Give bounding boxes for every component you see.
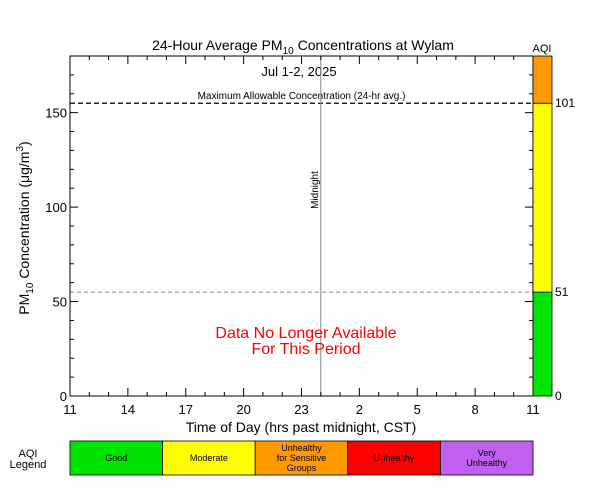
aqi-color-bar: AQI 0 51 101 (533, 43, 576, 403)
x-tick-label: 17 (179, 402, 193, 417)
legend-label: Unhealthy (466, 458, 507, 468)
plot-area: Maximum Allowable Concentration (24-hr a… (45, 55, 540, 417)
y-tick-label: 100 (45, 200, 67, 215)
aqi-band-label: 0 (555, 389, 562, 403)
y-tick-label: 0 (60, 389, 67, 404)
max-allowable-label: Maximum Allowable Concentration (24-hr a… (198, 91, 406, 102)
aqi-band-label: 51 (555, 285, 569, 299)
no-data-message-line-2: For This Period (251, 341, 360, 358)
aqi-band (532, 291, 553, 397)
y-axis-label: PM10 Concentration (μg/m3) (15, 141, 36, 314)
no-data-message-line-1: Data No Longer Available (215, 325, 396, 342)
legend-box (439, 440, 534, 476)
legend-label: for Sensitive (277, 453, 327, 463)
legend-title-line-2: Legend (10, 459, 47, 471)
y-tick-label: 150 (45, 106, 67, 121)
aqi-band (532, 102, 553, 293)
x-tick-label: 8 (472, 402, 479, 417)
legend-label: Unhealthy (281, 443, 322, 453)
y-tick-label: 50 (53, 295, 67, 310)
aqi-bar-title: AQI (533, 43, 552, 55)
chart-title: 24-Hour Average PM10 Concentrations at W… (152, 37, 454, 57)
legend-box (347, 440, 441, 476)
legend-box (162, 440, 256, 476)
legend-label: Very (478, 448, 497, 458)
x-tick-label: 2 (356, 402, 363, 417)
x-tick-label: 11 (63, 402, 77, 417)
midnight-label: Midnight (310, 171, 321, 209)
legend-label: Unhealthy (374, 453, 415, 463)
legend-label: Groups (287, 463, 317, 473)
y-label-superscript: 3 (15, 146, 26, 152)
x-axis-label: Time of Day (hrs past midnight, CST) (186, 419, 417, 435)
aqi-band-label: 101 (555, 96, 575, 110)
legend-box (69, 440, 163, 476)
x-tick-label: 11 (526, 402, 540, 417)
legend-box (254, 440, 349, 476)
legend-label: Moderate (190, 453, 228, 463)
legend-title-line-1: AQI (19, 448, 38, 460)
legend-label: Good (105, 453, 127, 463)
x-tick-label: 5 (414, 402, 421, 417)
x-tick-label: 23 (294, 402, 308, 417)
aqi-band (532, 55, 553, 104)
chart-subtitle: Jul 1-2, 2025 (261, 64, 336, 79)
x-tick-label: 14 (121, 402, 135, 417)
chart-title-subscript: 10 (283, 46, 295, 57)
x-tick-label: 20 (236, 402, 250, 417)
y-label-subscript: 10 (25, 282, 36, 294)
